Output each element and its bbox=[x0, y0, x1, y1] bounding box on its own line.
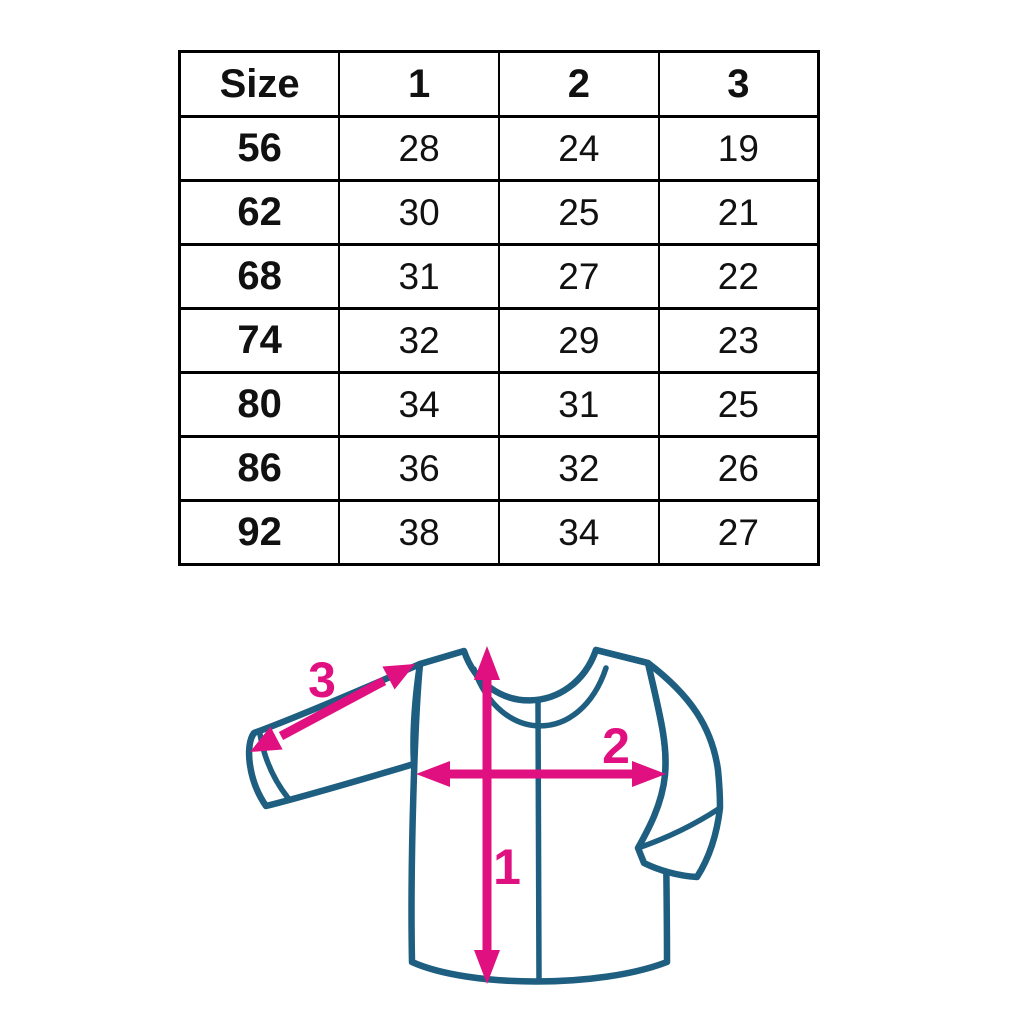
measurement-cell: 24 bbox=[498, 115, 660, 182]
table-row: 80 34 31 25 bbox=[178, 371, 820, 438]
size-cell: 80 bbox=[178, 371, 341, 438]
arrow-3-head-upper bbox=[382, 664, 415, 690]
arrow-3-head-lower bbox=[250, 726, 283, 752]
measurement-cell: 21 bbox=[657, 179, 820, 246]
measurement-cell: 32 bbox=[338, 307, 500, 374]
size-cell: 74 bbox=[178, 307, 341, 374]
arrow-2-head-left bbox=[416, 761, 450, 787]
measure-label-2: 2 bbox=[602, 718, 630, 774]
table-row: 68 31 27 22 bbox=[178, 243, 820, 310]
arrow-1-head-top bbox=[474, 646, 500, 680]
size-cell: 92 bbox=[178, 499, 341, 566]
header-size: Size bbox=[178, 50, 341, 118]
size-cell: 56 bbox=[178, 115, 341, 182]
measure-label-1: 1 bbox=[493, 839, 521, 895]
measurement-cell: 25 bbox=[657, 371, 820, 438]
table-row: 56 28 24 19 bbox=[178, 115, 820, 182]
size-cell: 68 bbox=[178, 243, 341, 310]
header-measure-1: 1 bbox=[338, 50, 500, 118]
measurement-cell: 30 bbox=[338, 179, 500, 246]
table-header-row: Size 1 2 3 bbox=[178, 50, 820, 118]
size-chart-table: Size 1 2 3 56 28 24 19 62 30 25 21 68 31 bbox=[178, 50, 820, 566]
measurement-cell: 27 bbox=[657, 499, 820, 566]
measurement-cell: 26 bbox=[657, 435, 820, 502]
measure-arrow-1: 1 bbox=[474, 646, 521, 984]
measurement-cell: 36 bbox=[338, 435, 500, 502]
size-cell: 62 bbox=[178, 179, 341, 246]
arrow-1-head-bottom bbox=[474, 950, 500, 984]
measurement-cell: 34 bbox=[338, 371, 500, 438]
table-row: 74 32 29 23 bbox=[178, 307, 820, 374]
center-front-line bbox=[535, 699, 542, 982]
measure-arrow-2: 2 bbox=[416, 718, 666, 787]
right-sleeve-cuff-seam bbox=[635, 805, 723, 851]
measurement-cell: 34 bbox=[498, 499, 660, 566]
table-row: 62 30 25 21 bbox=[178, 179, 820, 246]
measurement-cell: 23 bbox=[657, 307, 820, 374]
measure-label-3: 3 bbox=[308, 652, 336, 708]
left-sleeve bbox=[245, 660, 424, 810]
measurement-cell: 31 bbox=[498, 371, 660, 438]
measurement-cell: 32 bbox=[498, 435, 660, 502]
measurement-cell: 31 bbox=[338, 243, 500, 310]
arrow-3-shaft bbox=[278, 677, 387, 740]
table-row: 86 36 32 26 bbox=[178, 435, 820, 502]
header-measure-3: 3 bbox=[657, 50, 820, 118]
header-measure-2: 2 bbox=[498, 50, 660, 118]
measurement-cell: 22 bbox=[657, 243, 820, 310]
measurement-cell: 29 bbox=[498, 307, 660, 374]
measurement-cell: 38 bbox=[338, 499, 500, 566]
size-cell: 86 bbox=[178, 435, 341, 502]
right-sleeve bbox=[592, 646, 724, 881]
measure-arrow-3: 3 bbox=[250, 652, 415, 752]
table-row: 92 38 34 27 bbox=[178, 499, 820, 566]
arrow-2-head-right bbox=[632, 761, 666, 787]
measurement-cell: 19 bbox=[657, 115, 820, 182]
measurement-cell: 25 bbox=[498, 179, 660, 246]
measurement-cell: 28 bbox=[338, 115, 500, 182]
measurement-cell: 27 bbox=[498, 243, 660, 310]
